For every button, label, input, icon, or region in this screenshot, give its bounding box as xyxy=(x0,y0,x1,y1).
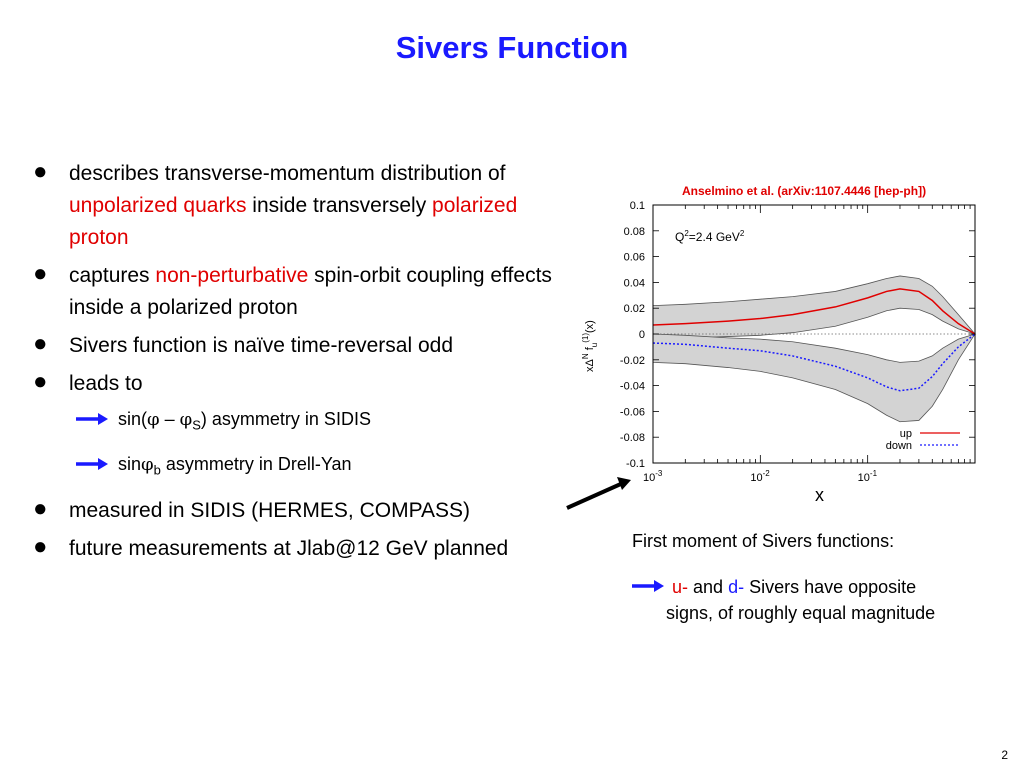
sub-bullet-2: sinφb asymmetry in Drell-Yan xyxy=(30,451,570,484)
series-line-down xyxy=(652,333,976,392)
y-tick-label: 0.1 xyxy=(630,200,645,212)
phi-s-symbol: φ xyxy=(179,409,193,430)
bullet-2: ● captures non-perturbative spin-orbit c… xyxy=(30,260,570,324)
bullet-5: ● measured in SIDIS (HERMES, COMPASS) xyxy=(30,495,570,527)
bullet-6: ● future measurements at Jlab@12 GeV pla… xyxy=(30,533,570,565)
caption-d-label: d- xyxy=(728,577,745,597)
bullet-3-text: Sivers function is naïve time-reversal o… xyxy=(69,334,453,357)
arrow-right-icon xyxy=(632,580,664,592)
y-tick-label: -0.08 xyxy=(620,432,645,444)
bullet-dot-icon: ● xyxy=(33,533,48,561)
caption-rest: Sivers have opposite xyxy=(744,577,917,597)
sub-bullet-2-sin: sin xyxy=(118,453,142,474)
caption-line-2: signs, of roughly equal magnitude xyxy=(666,603,936,623)
q2-annotation: Q2=2.4 GeV2 xyxy=(675,229,745,244)
chart-citation: Anselmino et al. (arXiv:1107.4446 [hep-p… xyxy=(682,184,927,198)
arrow-right-icon xyxy=(76,413,108,425)
phi-s-subscript: S xyxy=(192,417,201,433)
series-line-up xyxy=(652,288,976,335)
legend-label-down: down xyxy=(886,440,912,452)
y-tick-label: 0.08 xyxy=(624,226,645,238)
bullet-dot-icon: ● xyxy=(33,495,48,523)
bullet-dot-icon: ● xyxy=(33,330,48,357)
caption-statement: u- and d- Sivers have opposite signs, of… xyxy=(632,574,1012,626)
sivers-chart: 0.1 0.08 0.06 0.04 0.02 0 -0.02 -0.04 -0.06 -0.08… xyxy=(581,200,977,505)
x-tick-label: 10-1 xyxy=(858,469,878,484)
caption-u-label: u- xyxy=(672,577,689,597)
bullet-2-highlight: non-perturbative xyxy=(155,264,309,287)
y-tick-label: -0.04 xyxy=(620,381,645,393)
phi-symbol: φ xyxy=(147,409,160,430)
y-tick-label: 0.06 xyxy=(624,252,645,264)
y-tick-label: 0.04 xyxy=(624,277,645,289)
pointer-arrow-icon xyxy=(566,477,631,510)
sub-bullet-1-dash: – xyxy=(159,409,180,429)
phi-b-subscript: b xyxy=(153,462,161,478)
sub-bullet-1-text: ) asymmetry in SIDIS xyxy=(200,409,371,429)
bullet-5-text: measured in SIDIS (HERMES, COMPASS) xyxy=(69,499,471,523)
y-tick-label: 0.02 xyxy=(624,303,645,315)
x-axis-label: x xyxy=(815,485,824,505)
bullet-6-text: future measurements at Jlab@12 GeV plann… xyxy=(69,537,509,561)
bullet-dot-icon: ● xyxy=(33,260,48,287)
x-tick-label: 10-2 xyxy=(750,469,770,484)
phi-symbol: φ xyxy=(141,453,154,475)
error-band-up xyxy=(652,275,977,339)
bullet-dot-icon: ● xyxy=(33,158,48,185)
y-tick-label: -0.06 xyxy=(620,406,645,418)
bullet-list: ● describes transverse-momentum distribu… xyxy=(30,158,570,571)
bullet-4: ● leads to xyxy=(30,368,570,400)
y-tick-label: -0.02 xyxy=(620,355,645,367)
slide-title: Sivers Function xyxy=(395,30,629,65)
bullet-2-text-b: spin-orbit coupling effects inside a pol… xyxy=(69,264,552,319)
y-tick-label: -0.1 xyxy=(626,458,645,470)
bullet-2-text-a: captures xyxy=(69,264,156,287)
y-tick-label: 0 xyxy=(639,329,645,341)
sub-bullet-1: sin(φ – φS) asymmetry in SIDIS xyxy=(30,406,570,439)
y-axis-label: xΔN fu(1)(x) xyxy=(581,320,599,372)
caption-line-1: First moment of Sivers functions: xyxy=(632,531,895,551)
bullet-dot-icon: ● xyxy=(33,368,48,395)
bullet-1-text-a: describes transverse-momentum distributi… xyxy=(69,162,506,185)
sub-bullet-1-sin: sin( xyxy=(118,409,148,429)
arrow-right-icon xyxy=(76,457,108,470)
bullet-1-text-b: inside transversely xyxy=(246,194,433,217)
caption-and: and xyxy=(688,577,729,597)
page-number: 2 xyxy=(1001,748,1008,762)
error-band-down xyxy=(652,333,976,423)
bullet-1-highlight-b: polarized proton xyxy=(69,194,518,249)
legend-label-up: up xyxy=(900,428,912,440)
bullet-1-highlight-a: unpolarized quarks xyxy=(69,194,247,217)
bullet-1: ● describes transverse-momentum distribu… xyxy=(30,158,570,254)
x-tick-label: 10-3 xyxy=(643,469,663,484)
sub-bullet-2-text: asymmetry in Drell-Yan xyxy=(160,453,352,474)
bullet-3: ● Sivers function is naïve time-reversal… xyxy=(30,330,570,362)
bullet-4-text: leads to xyxy=(69,372,143,395)
